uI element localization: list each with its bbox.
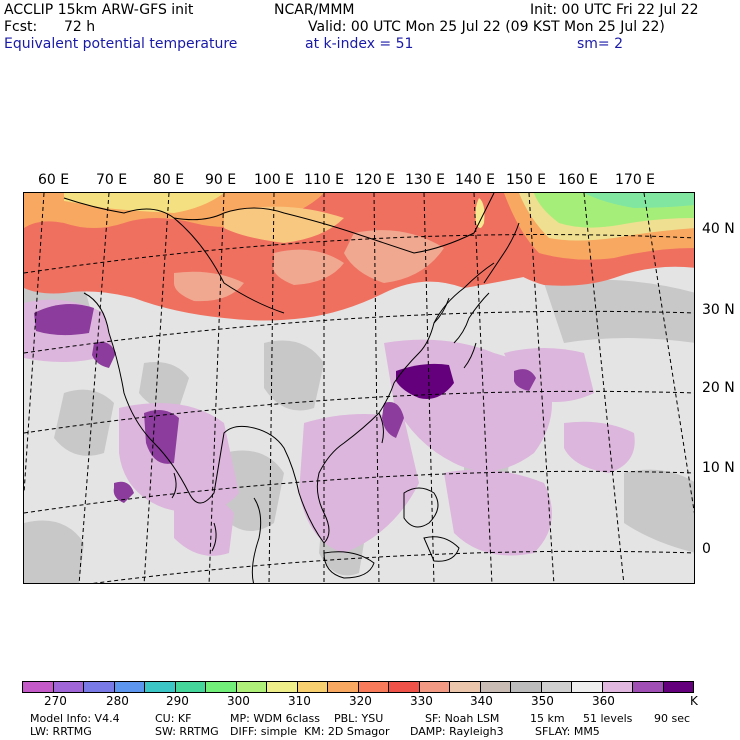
- forecast-hours: 72 h: [64, 19, 96, 35]
- lat-label: 30 N: [702, 302, 735, 318]
- model-title: ACCLIP 15km ARW-GFS init: [4, 2, 194, 18]
- forecast-label: Fcst:: [4, 19, 38, 35]
- colorbar-tick: 350: [531, 694, 554, 708]
- smoothing: sm= 2: [577, 36, 624, 52]
- colorbar-swatch: [267, 682, 298, 692]
- colorbar: [22, 681, 694, 693]
- footer-item: CU: KF: [155, 712, 192, 725]
- map-canvas: [24, 193, 694, 583]
- lon-label: 90 E: [205, 172, 237, 188]
- lon-label: 150 E: [506, 172, 547, 188]
- colorbar-swatch: [602, 682, 633, 692]
- colorbar-swatch: [23, 682, 54, 692]
- lon-label: 60 E: [38, 172, 70, 188]
- footer-item: KM: 2D Smagor: [304, 725, 390, 738]
- colorbar-tick: 360: [592, 694, 615, 708]
- colorbar-tick: 300: [227, 694, 250, 708]
- footer-item: DAMP: Rayleigh3: [410, 725, 504, 738]
- lat-label: 20 N: [702, 380, 735, 396]
- colorbar-swatch: [480, 682, 511, 692]
- colorbar-swatch: [145, 682, 176, 692]
- level-index: at k-index = 51: [305, 36, 414, 52]
- colorbar-unit: K: [690, 694, 698, 708]
- footer-item: DIFF: simple: [230, 725, 298, 738]
- colorbar-swatch: [419, 682, 450, 692]
- footer-item: PBL: YSU: [334, 712, 384, 725]
- colorbar-tick: 270: [44, 694, 67, 708]
- colorbar-swatch: [114, 682, 145, 692]
- lon-label: 160 E: [558, 172, 599, 188]
- footer-item: 15 km: [530, 712, 565, 725]
- colorbar-swatch: [572, 682, 603, 692]
- lon-label: 130 E: [405, 172, 446, 188]
- colorbar-tick: 290: [166, 694, 189, 708]
- colorbar-tick: 310: [288, 694, 311, 708]
- field-name: Equivalent potential temperature: [4, 36, 238, 52]
- init-time: Init: 00 UTC Fri 22 Jul 22: [530, 2, 699, 18]
- theta-e-map: [23, 192, 695, 584]
- colorbar-swatch: [84, 682, 115, 692]
- lon-label: 140 E: [455, 172, 496, 188]
- colorbar-tick: 280: [106, 694, 129, 708]
- footer-item: MP: WDM 6class: [230, 712, 320, 725]
- lon-label: 80 E: [153, 172, 185, 188]
- footer-item: 51 levels: [583, 712, 633, 725]
- colorbar-swatch: [53, 682, 84, 692]
- colorbar-swatch: [389, 682, 420, 692]
- colorbar-swatch: [511, 682, 542, 692]
- lat-label: 0: [702, 541, 711, 557]
- footer-item: SW: RRTMG: [155, 725, 219, 738]
- colorbar-tick: 330: [410, 694, 433, 708]
- lat-label: 10 N: [702, 460, 735, 476]
- colorbar-swatch: [663, 682, 693, 692]
- colorbar-swatch: [297, 682, 328, 692]
- colorbar-swatch: [633, 682, 664, 692]
- lon-label: 70 E: [96, 172, 128, 188]
- lon-label: 120 E: [355, 172, 396, 188]
- colorbar-swatch: [328, 682, 359, 692]
- colorbar-swatch: [206, 682, 237, 692]
- colorbar-swatch: [541, 682, 572, 692]
- lon-label: 170 E: [615, 172, 656, 188]
- valid-time: Valid: 00 UTC Mon 25 Jul 22 (09 KST Mon …: [308, 19, 665, 35]
- center-name: NCAR/MMM: [274, 2, 355, 18]
- lon-label: 100 E: [254, 172, 295, 188]
- colorbar-swatch: [175, 682, 206, 692]
- footer-item: LW: RRTMG: [30, 725, 92, 738]
- colorbar-tick: 320: [349, 694, 372, 708]
- lon-label: 110 E: [304, 172, 345, 188]
- footer-item: SFLAY: MM5: [535, 725, 600, 738]
- colorbar-swatch: [358, 682, 389, 692]
- footer-item: 90 sec: [654, 712, 691, 725]
- colorbar-tick: 340: [470, 694, 493, 708]
- footer-item: Model Info: V4.4: [30, 712, 120, 725]
- colorbar-swatch: [236, 682, 267, 692]
- lat-label: 40 N: [702, 221, 735, 237]
- footer-item: SF: Noah LSM: [425, 712, 500, 725]
- colorbar-swatch: [450, 682, 481, 692]
